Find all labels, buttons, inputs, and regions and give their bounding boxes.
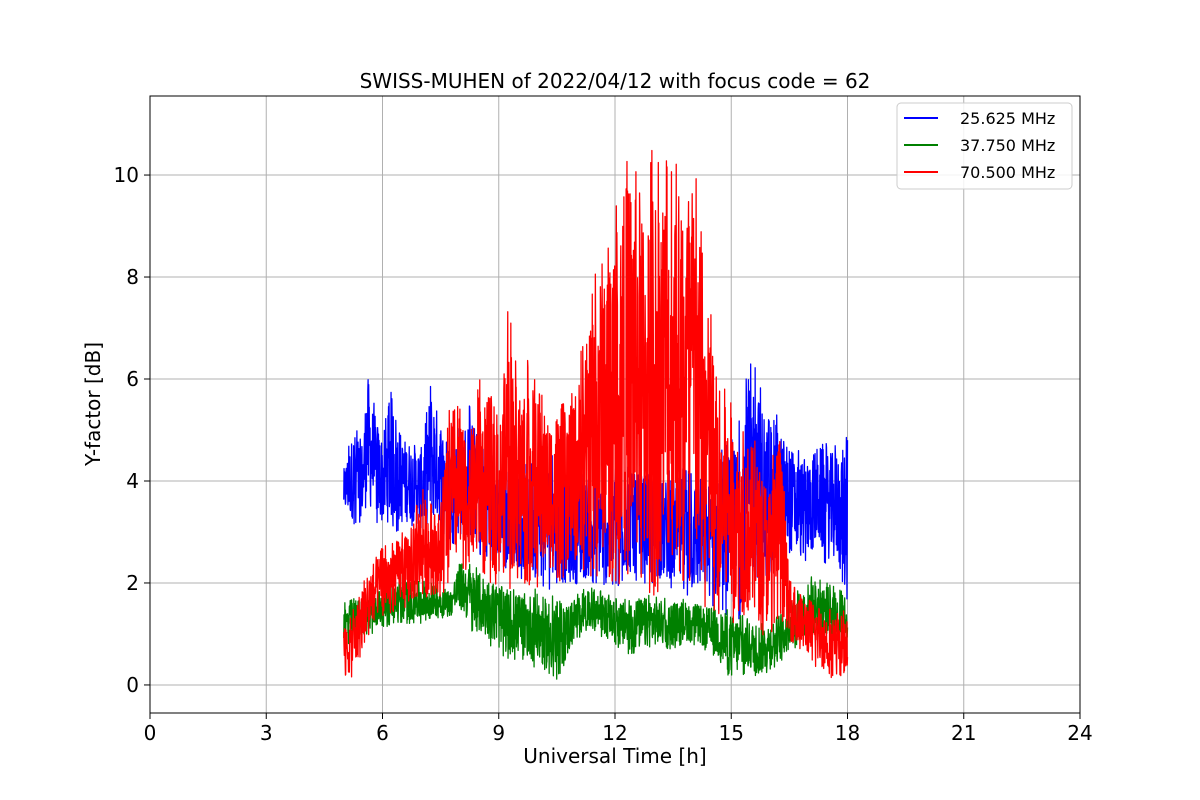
chart-title: SWISS-MUHEN of 2022/04/12 with focus cod… — [360, 69, 871, 93]
y-axis-ticks: 0 2 4 6 8 10 — [114, 163, 150, 697]
series-layer — [343, 149, 849, 680]
x-tick-label: 21 — [951, 721, 976, 745]
series-line-70-500 — [343, 149, 849, 679]
x-tick-label: 3 — [260, 721, 273, 745]
legend-box — [896, 102, 1073, 190]
x-tick-label: 9 — [492, 721, 505, 745]
y-tick-label: 8 — [126, 265, 139, 289]
y-tick-label: 4 — [126, 469, 139, 493]
series-line-37-750 — [343, 563, 849, 680]
x-tick-label: 24 — [1067, 721, 1092, 745]
y-tick-label: 6 — [126, 367, 139, 391]
x-tick-label: 15 — [719, 721, 744, 745]
x-tick-label: 18 — [835, 721, 860, 745]
y-tick-label: 0 — [126, 673, 139, 697]
legend-label-70-500: 70.500 MHz — [960, 163, 1055, 182]
y-tick-label: 2 — [126, 571, 139, 595]
x-axis-label: Universal Time [h] — [523, 744, 706, 768]
y-axis-label: Y-factor [dB] — [81, 342, 105, 467]
x-tick-label: 12 — [602, 721, 627, 745]
legend: 25.625 MHz 37.750 MHz 70.500 MHz — [896, 102, 1073, 190]
legend-label-25-625: 25.625 MHz — [960, 109, 1055, 128]
y-tick-label: 10 — [114, 163, 139, 187]
x-tick-label: 6 — [376, 721, 389, 745]
x-tick-label: 0 — [144, 721, 157, 745]
legend-label-37-750: 37.750 MHz — [960, 136, 1055, 155]
x-axis-ticks: 0 3 6 9 12 15 18 21 24 — [144, 713, 1093, 745]
